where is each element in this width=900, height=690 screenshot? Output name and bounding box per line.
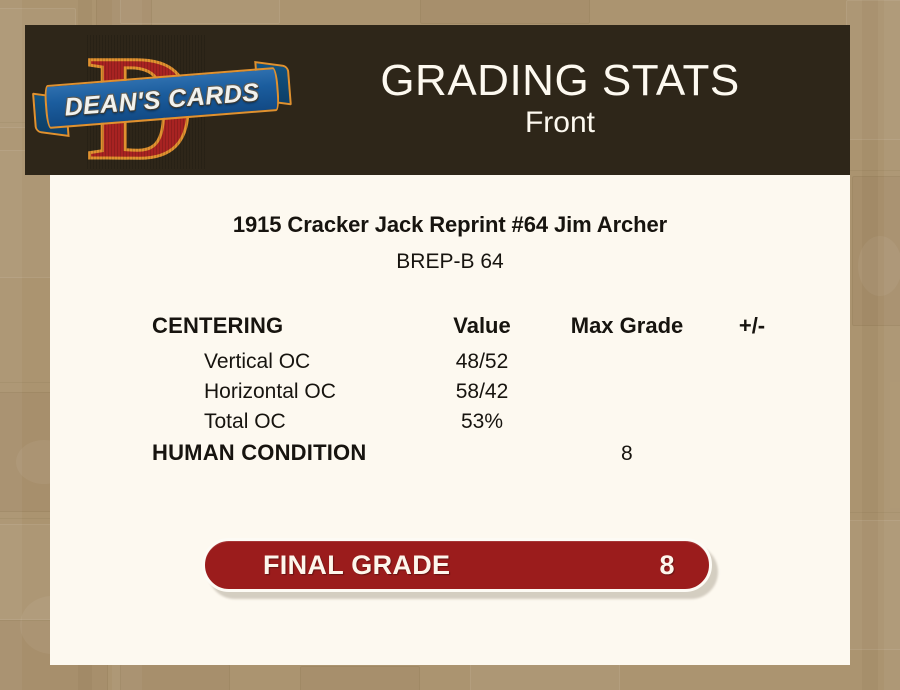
page-subtitle: Front	[524, 106, 596, 140]
final-grade-badge: FINAL GRADE 8	[202, 538, 712, 592]
column-header-max-grade: Max Grade	[570, 313, 684, 338]
logo-brand-text: DEAN'S CARDS	[63, 77, 261, 122]
backdrop-card-watermark	[120, 0, 280, 24]
backdrop-texture-line	[846, 170, 900, 171]
backdrop-texture-blob	[858, 236, 900, 296]
row-max-grade	[547, 377, 707, 407]
card-title: 1915 Cracker Jack Reprint #64 Jim Archer	[232, 212, 668, 237]
backdrop-card-watermark	[846, 0, 900, 140]
table-row-human-condition: HUMAN CONDITION 8	[152, 437, 797, 469]
column-header-value: Value	[453, 313, 511, 338]
header-title-block: GRADING STATS Front	[300, 56, 850, 142]
row-max-grade	[547, 407, 707, 437]
row-label: HUMAN CONDITION	[152, 440, 367, 465]
column-header-centering: CENTERING	[152, 313, 284, 338]
row-plus-minus	[707, 347, 797, 377]
backdrop-card-watermark	[300, 666, 420, 690]
deans-cards-logo[interactable]: D DEAN'S CARDS	[25, 25, 300, 185]
backdrop-card-watermark	[120, 664, 230, 690]
row-label: Total OC	[204, 410, 286, 433]
final-grade-value: 8	[659, 549, 675, 580]
backdrop-texture-line	[846, 512, 900, 513]
row-label: Horizontal OC	[204, 380, 336, 403]
row-value: 53%	[460, 410, 504, 433]
backdrop-texture-band	[0, 0, 22, 690]
logo-ribbon: DEAN'S CARDS	[31, 61, 293, 138]
final-grade-section: FINAL GRADE 8	[202, 538, 718, 599]
report-body: 1915 Cracker Jack Reprint #64 Jim Archer…	[50, 175, 850, 665]
table-row: Total OC 53%	[152, 407, 797, 437]
table-row: Horizontal OC 58/42	[152, 377, 797, 407]
backdrop-texture-band	[862, 0, 878, 690]
table-header-row: CENTERING Value Max Grade +/-	[152, 310, 797, 347]
backdrop-texture-band	[884, 0, 900, 690]
column-header-plus-minus: +/-	[738, 313, 766, 338]
grading-stats-section: CENTERING Value Max Grade +/- Vertical O…	[50, 310, 850, 469]
grading-stats-table: CENTERING Value Max Grade +/- Vertical O…	[152, 310, 797, 469]
page-title: GRADING STATS	[380, 56, 740, 106]
row-plus-minus	[707, 407, 797, 437]
row-plus-minus	[707, 377, 797, 407]
row-max-grade: 8	[621, 442, 633, 465]
backdrop-card-watermark	[852, 176, 900, 326]
row-value: 48/52	[455, 350, 509, 373]
row-max-grade	[547, 347, 707, 377]
row-label: Vertical OC	[204, 350, 311, 373]
row-plus-minus	[707, 437, 797, 469]
card-subtitle: BREP-B 64	[396, 250, 504, 273]
row-value: 58/42	[455, 380, 509, 403]
final-grade-label: FINAL GRADE	[263, 549, 451, 580]
backdrop-card-watermark	[420, 0, 590, 24]
table-row: Vertical OC 48/52	[152, 347, 797, 377]
row-value	[417, 437, 547, 469]
report-header: D DEAN'S CARDS GRADING STATS Front	[25, 25, 850, 185]
grading-report: D DEAN'S CARDS GRADING STATS Front 1915 …	[25, 25, 850, 665]
